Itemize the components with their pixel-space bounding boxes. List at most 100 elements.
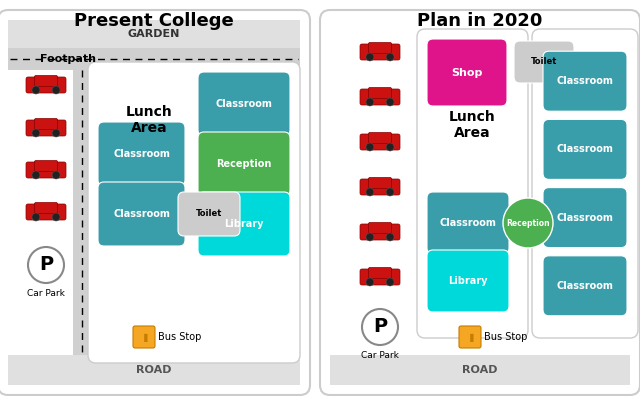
- Circle shape: [366, 233, 374, 241]
- Text: ROAD: ROAD: [462, 365, 498, 375]
- FancyBboxPatch shape: [543, 256, 627, 316]
- Circle shape: [503, 198, 553, 248]
- Circle shape: [32, 171, 40, 179]
- Circle shape: [32, 213, 40, 221]
- Text: Car Park: Car Park: [27, 289, 65, 298]
- Text: Reception: Reception: [216, 159, 272, 169]
- Circle shape: [52, 129, 60, 137]
- Circle shape: [366, 278, 374, 286]
- Text: Footpath: Footpath: [40, 54, 96, 64]
- FancyBboxPatch shape: [320, 10, 640, 395]
- FancyBboxPatch shape: [73, 70, 91, 355]
- FancyBboxPatch shape: [198, 132, 290, 196]
- FancyBboxPatch shape: [532, 29, 638, 338]
- FancyBboxPatch shape: [26, 120, 66, 136]
- FancyBboxPatch shape: [8, 48, 300, 70]
- Circle shape: [366, 143, 374, 151]
- Circle shape: [386, 53, 394, 61]
- FancyBboxPatch shape: [98, 122, 185, 186]
- FancyBboxPatch shape: [543, 188, 627, 248]
- FancyBboxPatch shape: [360, 89, 400, 105]
- FancyBboxPatch shape: [330, 355, 630, 385]
- FancyBboxPatch shape: [26, 77, 66, 93]
- Circle shape: [386, 188, 394, 196]
- Text: Library: Library: [448, 276, 488, 286]
- FancyBboxPatch shape: [26, 204, 66, 220]
- FancyBboxPatch shape: [360, 179, 400, 195]
- FancyBboxPatch shape: [360, 269, 400, 285]
- Text: Reception: Reception: [506, 219, 550, 227]
- Text: Classroom: Classroom: [113, 209, 170, 219]
- FancyBboxPatch shape: [35, 76, 58, 86]
- Circle shape: [52, 86, 60, 94]
- Circle shape: [366, 98, 374, 106]
- Text: Toilet: Toilet: [196, 209, 222, 219]
- Circle shape: [366, 188, 374, 196]
- FancyBboxPatch shape: [417, 29, 528, 338]
- Circle shape: [362, 309, 398, 345]
- FancyBboxPatch shape: [35, 202, 58, 213]
- Circle shape: [386, 98, 394, 106]
- FancyBboxPatch shape: [8, 20, 300, 48]
- FancyBboxPatch shape: [514, 41, 574, 83]
- Text: Toilet: Toilet: [531, 57, 557, 67]
- Text: Lunch
Area: Lunch Area: [449, 110, 496, 140]
- FancyBboxPatch shape: [35, 160, 58, 171]
- FancyBboxPatch shape: [0, 10, 310, 395]
- FancyBboxPatch shape: [369, 133, 392, 143]
- Text: Plan in 2020: Plan in 2020: [417, 12, 543, 30]
- Circle shape: [386, 233, 394, 241]
- FancyBboxPatch shape: [26, 162, 66, 178]
- FancyBboxPatch shape: [427, 250, 509, 312]
- Text: Classroom: Classroom: [557, 76, 613, 86]
- FancyBboxPatch shape: [178, 192, 240, 236]
- FancyBboxPatch shape: [543, 120, 627, 179]
- FancyBboxPatch shape: [35, 118, 58, 129]
- Text: ▐: ▐: [467, 333, 473, 341]
- Text: P: P: [39, 255, 53, 274]
- Circle shape: [32, 86, 40, 94]
- Text: Bus Stop: Bus Stop: [484, 332, 527, 342]
- FancyBboxPatch shape: [88, 62, 300, 363]
- FancyBboxPatch shape: [369, 268, 392, 278]
- Circle shape: [32, 129, 40, 137]
- FancyBboxPatch shape: [427, 39, 507, 106]
- FancyBboxPatch shape: [543, 51, 627, 111]
- Circle shape: [52, 213, 60, 221]
- FancyBboxPatch shape: [133, 326, 155, 348]
- Text: Classroom: Classroom: [216, 99, 273, 109]
- FancyBboxPatch shape: [369, 177, 392, 188]
- FancyBboxPatch shape: [369, 88, 392, 99]
- Text: Present College: Present College: [74, 12, 234, 30]
- Circle shape: [52, 171, 60, 179]
- FancyBboxPatch shape: [198, 192, 290, 256]
- Text: Library: Library: [224, 219, 264, 229]
- Text: Classroom: Classroom: [113, 149, 170, 159]
- Text: Lunch
Area: Lunch Area: [125, 105, 172, 135]
- Text: Classroom: Classroom: [440, 218, 497, 228]
- FancyBboxPatch shape: [198, 72, 290, 136]
- FancyBboxPatch shape: [360, 134, 400, 150]
- FancyBboxPatch shape: [369, 223, 392, 234]
- FancyBboxPatch shape: [459, 326, 481, 348]
- FancyBboxPatch shape: [360, 224, 400, 240]
- Text: Bus Stop: Bus Stop: [158, 332, 202, 342]
- Text: Car Park: Car Park: [361, 351, 399, 360]
- FancyBboxPatch shape: [8, 355, 300, 385]
- FancyBboxPatch shape: [369, 42, 392, 53]
- Text: ▐: ▐: [141, 333, 147, 341]
- FancyBboxPatch shape: [98, 182, 185, 246]
- Text: Classroom: Classroom: [557, 281, 613, 291]
- FancyBboxPatch shape: [360, 44, 400, 60]
- Text: Shop: Shop: [451, 67, 483, 78]
- Text: ROAD: ROAD: [136, 365, 172, 375]
- FancyBboxPatch shape: [427, 192, 509, 254]
- Text: Classroom: Classroom: [557, 213, 613, 223]
- Circle shape: [386, 278, 394, 286]
- Text: P: P: [373, 318, 387, 337]
- Text: GARDEN: GARDEN: [128, 29, 180, 39]
- Circle shape: [28, 247, 64, 283]
- Circle shape: [386, 143, 394, 151]
- Text: Classroom: Classroom: [557, 145, 613, 154]
- Circle shape: [366, 53, 374, 61]
